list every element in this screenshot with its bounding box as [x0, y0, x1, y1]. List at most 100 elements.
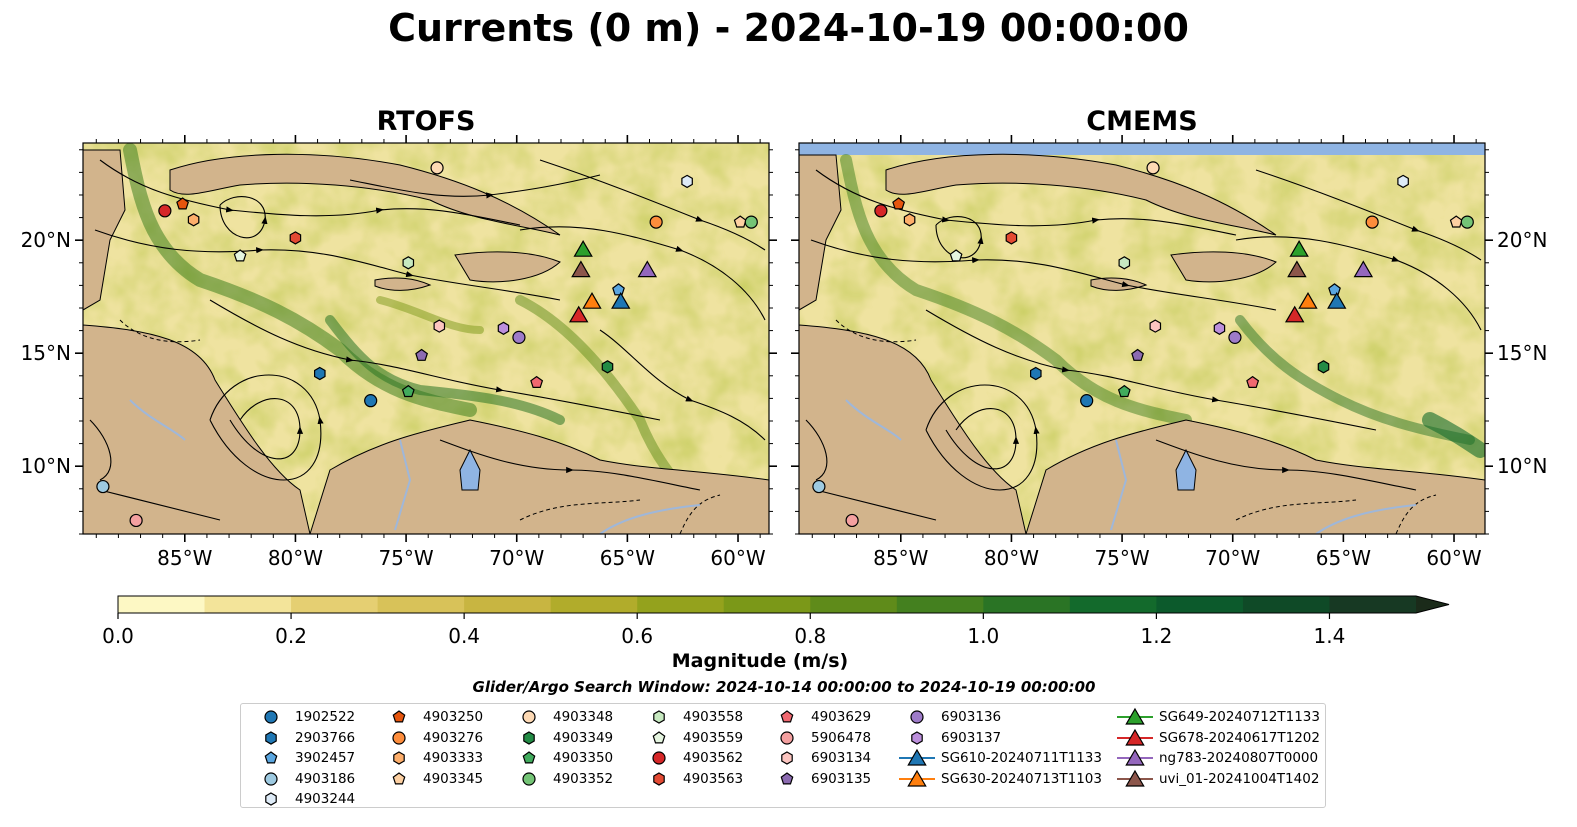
colorbar-tick-label: 0.2	[275, 624, 307, 648]
no-data-band	[799, 143, 1485, 155]
marker-4903350	[1117, 384, 1131, 398]
marker-SG610-20240711T1133	[611, 291, 631, 309]
legend-marker-icon	[264, 751, 278, 764]
marker-4903562	[158, 204, 172, 218]
legend-marker	[1125, 748, 1145, 766]
legend-marker	[392, 710, 406, 723]
colorbar-tick-label: 0.0	[102, 624, 134, 648]
legend-marker-icon	[522, 751, 536, 764]
lon-tick-label: 70°W	[1205, 546, 1260, 570]
legend-marker	[780, 710, 794, 723]
page-title: Currents (0 m) - 2024-10-19 00:00:00	[388, 6, 1189, 50]
legend-marker-icon	[781, 751, 793, 765]
map-panel-cmems	[799, 143, 1485, 534]
marker-SG649-20240712T1133	[1289, 239, 1309, 257]
legend-marker	[911, 730, 923, 745]
legend-label: 4903563	[683, 770, 744, 787]
marker-1902522	[364, 394, 378, 408]
legend-marker	[523, 730, 535, 745]
legend-marker	[653, 710, 665, 724]
marker-4903348	[430, 161, 444, 175]
colorbar-tick-label: 1.0	[967, 624, 999, 648]
borders	[835, 319, 1437, 534]
lat-tick-label: 15°N	[21, 341, 71, 365]
marker-4903352	[744, 215, 758, 229]
legend-marker	[265, 730, 277, 745]
legend-marker-icon	[1117, 748, 1153, 766]
colorbar-label: Magnitude (m/s)	[671, 650, 849, 672]
legend-marker-icon	[265, 792, 277, 806]
lon-tick-label: 85°W	[157, 546, 212, 570]
marker-4903350	[401, 384, 415, 398]
legend-marker-icon	[392, 730, 406, 745]
legend-marker	[907, 748, 927, 766]
marker-5906478	[129, 513, 143, 528]
legend-marker	[907, 769, 927, 787]
marker-ng783-20240807T0000	[1353, 260, 1374, 278]
marker-1902522	[1080, 394, 1094, 408]
lat-tick-label: 20°N	[21, 228, 71, 252]
legend-label: 4903559	[683, 729, 744, 746]
marker-6903134	[433, 319, 446, 333]
colorbar-swatch	[810, 596, 898, 613]
legend-marker-icon	[780, 771, 794, 784]
legend-marker	[522, 771, 536, 786]
lon-tick-label: 75°W	[1094, 546, 1149, 570]
lake	[1175, 448, 1197, 491]
legend-marker	[522, 710, 536, 724]
marker-4903333	[903, 213, 916, 227]
legend-label: 4903558	[683, 709, 744, 725]
marker-4903250	[892, 197, 906, 210]
colorbar-tick-label: 1.4	[1314, 624, 1346, 648]
streamlines	[89, 159, 766, 521]
legend-label: 4903350	[553, 750, 614, 766]
marker-6903137	[497, 321, 510, 335]
map-panel-rtofs	[83, 143, 769, 534]
marker-4903244	[681, 174, 693, 189]
colorbar-swatch	[1329, 596, 1417, 613]
legend-marker	[780, 730, 794, 745]
legend-marker-icon	[652, 730, 666, 743]
legend-label: 4903352	[553, 770, 614, 787]
colorbar-swatch	[550, 596, 638, 613]
legend-marker-icon	[911, 730, 923, 745]
marker-4903629	[1246, 375, 1260, 388]
marker-4903333	[187, 213, 200, 227]
colorbar-swatch	[464, 596, 552, 613]
lon-tick-label: 65°W	[1316, 546, 1371, 570]
legend-label: SG630-20240713T1103	[941, 770, 1102, 787]
marker-4903349	[601, 360, 614, 374]
marker-6903135	[415, 348, 429, 361]
legend-marker	[781, 751, 793, 765]
legend-marker-icon	[1117, 769, 1153, 787]
marker-4903276	[1365, 215, 1379, 229]
marker-2903766	[314, 366, 326, 381]
legend-marker	[1125, 769, 1145, 787]
lat-tick-label: 20°N	[1497, 228, 1547, 252]
landmass	[799, 153, 1485, 534]
legend-label: 4903250	[423, 709, 484, 725]
legend-label: 5906478	[811, 729, 872, 746]
legend-label: 6903137	[941, 729, 1002, 746]
marker-SG678-20240617T1202	[568, 305, 589, 323]
legend-label: SG610-20240711T1133	[941, 750, 1102, 766]
colorbar-swatch	[723, 596, 811, 613]
colorbar-swatch	[1156, 596, 1244, 613]
marker-SG630-20240713T1103	[582, 291, 602, 309]
marker-2903766	[1030, 366, 1042, 381]
legend-marker	[264, 771, 278, 786]
legend-marker	[392, 730, 406, 745]
marker-4903563	[1005, 231, 1018, 245]
legend-label: 4903244	[295, 791, 356, 807]
marker-4903250	[176, 197, 190, 210]
marker-4903558	[1118, 256, 1131, 270]
legend-marker-icon	[392, 710, 406, 723]
legend-label: 3902457	[295, 750, 356, 766]
legend-marker-icon	[264, 710, 278, 724]
legend-label: 4903349	[553, 729, 614, 746]
legend-marker-icon	[910, 710, 924, 724]
legend-label: 4903276	[423, 729, 484, 746]
lon-tick-label: 80°W	[268, 546, 323, 570]
marker-4903558	[402, 256, 415, 270]
